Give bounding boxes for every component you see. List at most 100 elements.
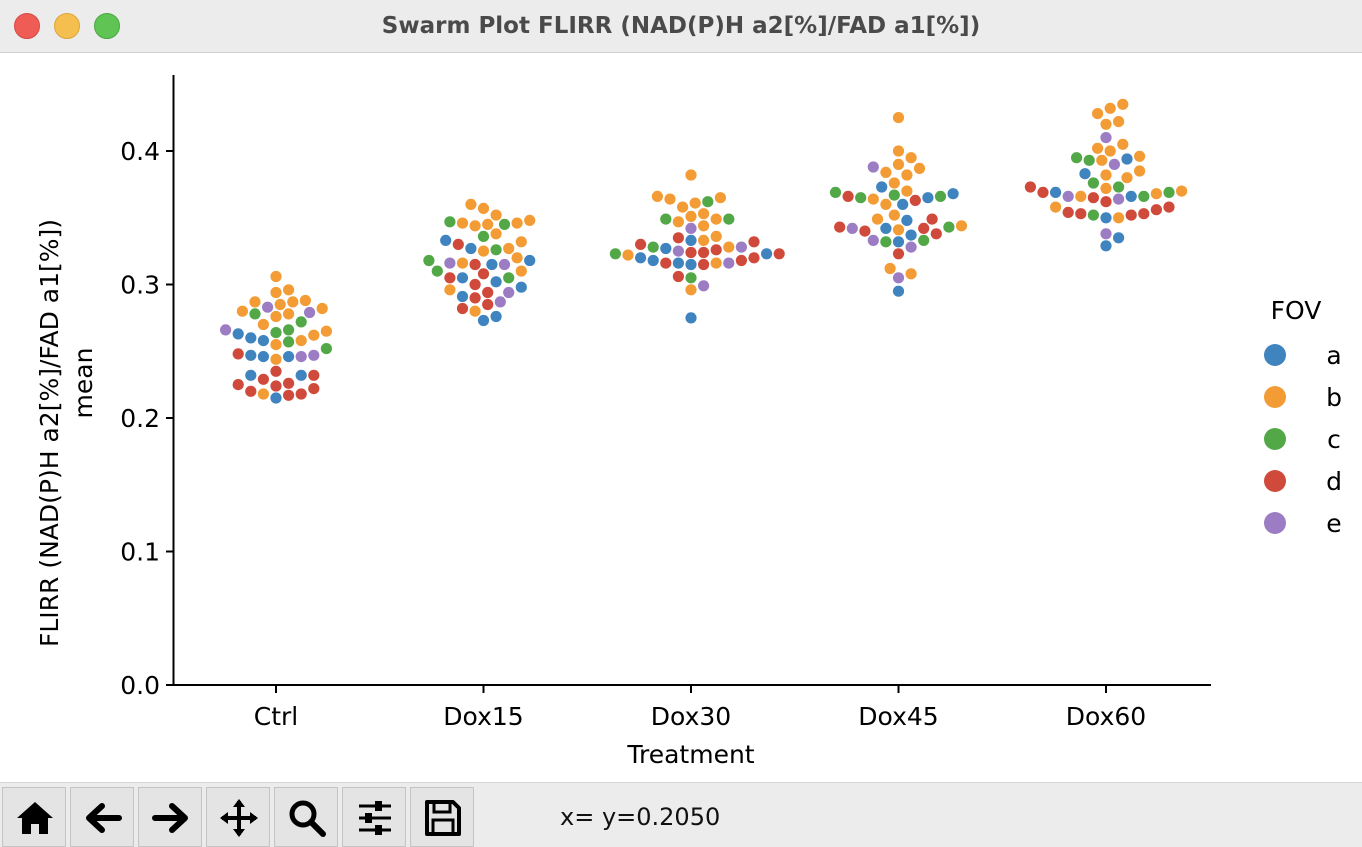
move-icon bbox=[220, 799, 258, 837]
data-point-e bbox=[1113, 193, 1125, 205]
data-point-b bbox=[1100, 169, 1112, 181]
data-point-a bbox=[672, 257, 685, 269]
data-point-c bbox=[855, 192, 867, 204]
data-point-a bbox=[295, 369, 307, 381]
data-point-a bbox=[257, 351, 269, 363]
data-point-e bbox=[685, 222, 697, 234]
data-point-b bbox=[685, 284, 697, 296]
data-point-c bbox=[1083, 154, 1095, 166]
data-point-b bbox=[274, 298, 286, 311]
data-point-b bbox=[892, 112, 905, 124]
data-point-b bbox=[299, 294, 311, 307]
y-axis-label-line1: FLIRR (NAD(P)H a2[%]/FAD a1[%]) bbox=[35, 219, 64, 647]
data-point-b bbox=[880, 198, 892, 210]
zoom-window-button[interactable] bbox=[94, 13, 120, 39]
data-point-a bbox=[876, 181, 888, 193]
data-point-c bbox=[490, 244, 502, 256]
close-window-button[interactable] bbox=[14, 13, 40, 39]
data-point-b bbox=[503, 242, 515, 255]
data-point-b bbox=[249, 296, 261, 308]
data-point-c bbox=[880, 236, 892, 248]
data-point-b bbox=[1096, 154, 1108, 166]
minimize-window-button[interactable] bbox=[54, 13, 80, 39]
data-point-b bbox=[1100, 118, 1112, 130]
data-point-c bbox=[1163, 186, 1175, 198]
data-point-a bbox=[524, 254, 536, 267]
swarm-plot[interactable]: 0.0 0.1 0.2 0.3 0.4 Ctrl Dox15 Dox30 Dox45 Dox60… bbox=[0, 53, 1362, 782]
save-button[interactable] bbox=[410, 787, 474, 847]
data-point-d bbox=[1075, 208, 1087, 220]
legend-label: a bbox=[1326, 341, 1341, 370]
legend-label: b bbox=[1326, 383, 1342, 412]
data-point-c bbox=[295, 316, 307, 328]
x-tick-label: Dox30 bbox=[651, 702, 731, 731]
data-point-c bbox=[888, 189, 900, 201]
data-point-d bbox=[245, 385, 257, 397]
arrow-right-icon bbox=[152, 803, 188, 833]
forward-button[interactable] bbox=[138, 787, 202, 847]
data-point-c bbox=[609, 248, 622, 260]
data-point-a bbox=[465, 242, 477, 255]
data-point-d bbox=[1024, 181, 1036, 193]
x-axis-label: Treatment bbox=[626, 740, 754, 769]
home-icon bbox=[17, 802, 53, 834]
data-point-b bbox=[295, 335, 307, 347]
data-point-c bbox=[1087, 209, 1099, 221]
data-point-a bbox=[490, 276, 502, 288]
data-point-d bbox=[270, 380, 282, 392]
data-point-d bbox=[842, 190, 854, 202]
data-point-b bbox=[685, 210, 697, 222]
data-point-b bbox=[270, 339, 282, 351]
data-point-a bbox=[880, 222, 892, 234]
data-point-a bbox=[1079, 168, 1091, 180]
legend-marker-b bbox=[1264, 386, 1286, 408]
data-point-d bbox=[469, 292, 481, 304]
data-point-b bbox=[913, 162, 926, 174]
legend-marker-c bbox=[1264, 428, 1286, 450]
magnifier-icon bbox=[289, 800, 326, 837]
data-point-b bbox=[511, 252, 523, 264]
data-point-b bbox=[710, 230, 722, 242]
data-point-b bbox=[622, 249, 634, 261]
data-point-a bbox=[257, 335, 269, 347]
home-button[interactable] bbox=[2, 787, 66, 847]
data-point-a bbox=[486, 258, 498, 271]
data-point-c bbox=[647, 241, 659, 253]
legend-label: c bbox=[1327, 425, 1341, 454]
data-point-a bbox=[685, 234, 697, 246]
data-point-b bbox=[465, 198, 477, 210]
data-point-b bbox=[723, 241, 735, 253]
data-point-e bbox=[723, 257, 735, 269]
y-tick-label: 0.1 bbox=[120, 538, 160, 567]
data-point-d bbox=[1163, 201, 1175, 213]
data-point-e bbox=[672, 245, 685, 257]
data-point-a bbox=[1113, 232, 1125, 244]
data-point-b bbox=[257, 318, 269, 331]
data-point-d bbox=[748, 252, 760, 264]
data-point-a bbox=[897, 198, 909, 210]
data-point-d bbox=[452, 238, 464, 250]
y-tick-label: 0.2 bbox=[120, 404, 160, 433]
data-point-d bbox=[859, 225, 871, 237]
pan-button[interactable] bbox=[206, 787, 270, 847]
data-point-e bbox=[1100, 132, 1112, 144]
back-button[interactable] bbox=[70, 787, 134, 847]
data-point-b bbox=[1176, 185, 1188, 197]
data-point-b bbox=[884, 262, 896, 275]
data-point-d bbox=[477, 268, 490, 280]
data-point-d bbox=[1062, 206, 1074, 218]
data-point-b bbox=[1117, 98, 1129, 110]
data-point-a bbox=[892, 285, 905, 297]
data-point-b bbox=[511, 217, 523, 229]
zoom-button[interactable] bbox=[274, 787, 338, 847]
data-point-a bbox=[490, 310, 502, 323]
data-point-a bbox=[245, 349, 257, 361]
arrow-left-icon bbox=[86, 803, 122, 833]
data-point-a bbox=[1100, 212, 1112, 224]
data-point-b bbox=[672, 216, 685, 228]
data-point-e bbox=[1062, 190, 1074, 202]
configure-button[interactable] bbox=[342, 787, 406, 847]
x-axis-ticks: Ctrl Dox15 Dox30 Dox45 Dox60 bbox=[254, 686, 1146, 731]
data-point-b bbox=[469, 305, 481, 317]
